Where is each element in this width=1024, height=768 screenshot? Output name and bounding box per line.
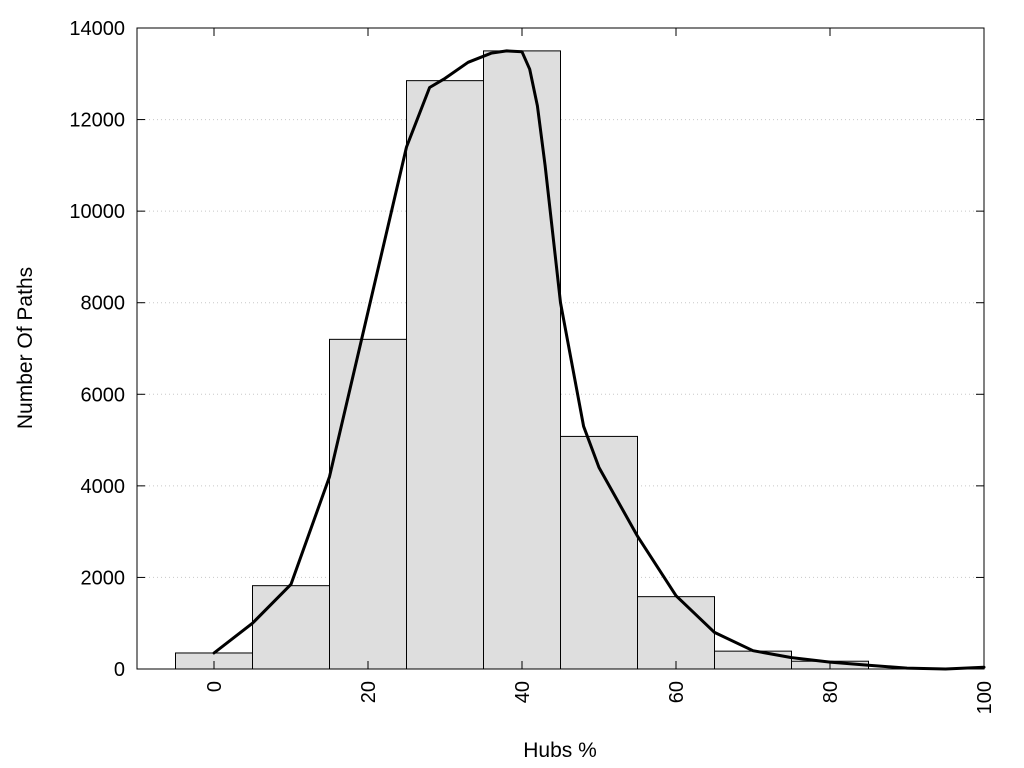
density-curve [212, 49, 986, 671]
y-tick-label: 8000 [81, 293, 126, 315]
x-tick-label: 100 [974, 681, 996, 714]
histogram-bar [329, 338, 407, 670]
x-axis-label: Hubs % [523, 739, 597, 762]
x-tick-label: 60 [666, 681, 688, 703]
histogram-bars [175, 50, 869, 670]
x-tick-label: 80 [820, 681, 842, 703]
x-tick-label: 40 [512, 681, 534, 703]
y-axis-label: Number Of Paths [14, 267, 37, 429]
y-tick-label: 4000 [81, 476, 126, 498]
x-axis-ticks: 0 20 40 60 80 100 [204, 28, 996, 714]
y-tick-label: 14000 [69, 18, 125, 40]
histogram-bar [483, 50, 561, 670]
x-tick-label: 20 [358, 681, 380, 703]
plot-frame [136, 27, 985, 670]
y-axis-ticks: 0 2000 4000 6000 8000 10000 12000 14000 [69, 18, 984, 681]
y-tick-label: 6000 [81, 384, 126, 406]
x-tick-label: 0 [204, 681, 226, 692]
histogram-bar [714, 650, 792, 670]
histogram-bar [252, 585, 330, 670]
histogram-bar [637, 596, 715, 670]
y-tick-label: 12000 [69, 110, 125, 132]
histogram-bar [406, 80, 484, 670]
y-tick-label: 10000 [69, 201, 125, 223]
density-curve-layer [212, 49, 986, 671]
y-tick-label: 2000 [81, 567, 126, 589]
histogram-bar [560, 435, 638, 670]
y-tick-label: 0 [114, 659, 125, 681]
